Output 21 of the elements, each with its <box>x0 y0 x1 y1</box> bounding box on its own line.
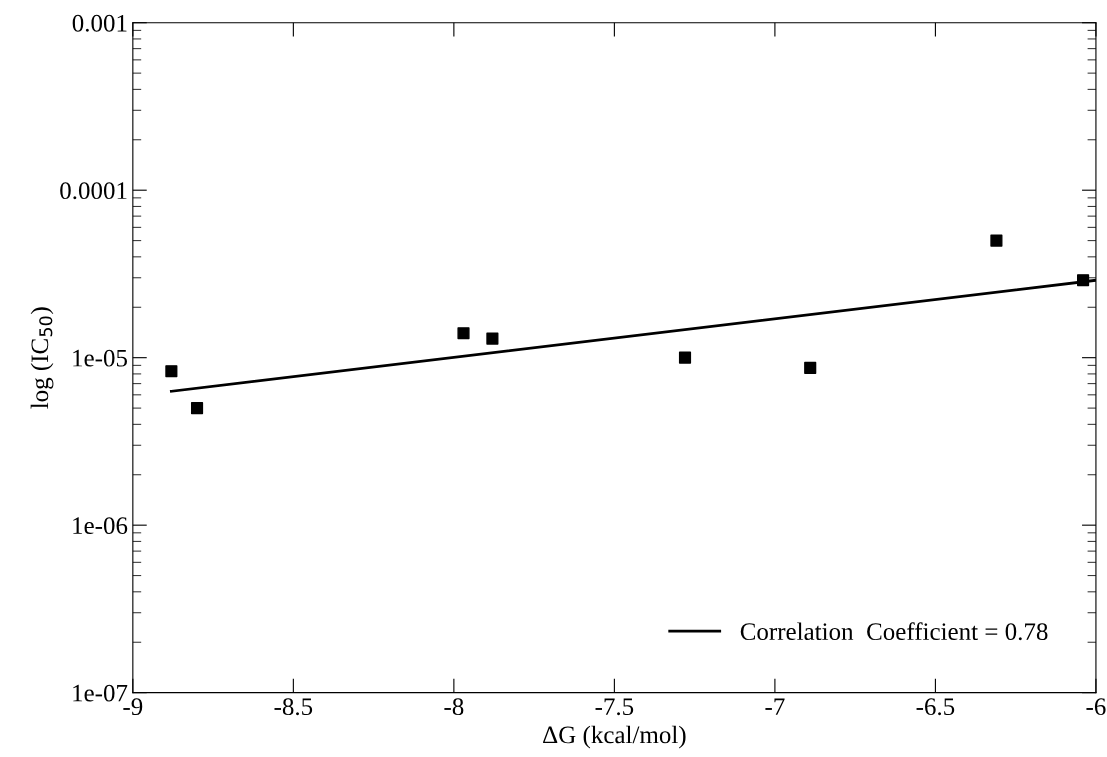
x-axis-title: ΔG (kcal/mol) <box>543 725 686 749</box>
point <box>190 402 204 415</box>
point <box>1077 274 1090 287</box>
point <box>486 332 499 345</box>
y-axis-title: log (IC$_{50}$) <box>30 307 54 409</box>
x-tick-label: -8 <box>444 698 464 716</box>
legend-label: Correlation Coefficient = 0.78 <box>740 622 1048 641</box>
y-tick-label: 0.0001 <box>60 182 127 200</box>
y-tick-label: 0.001 <box>72 14 127 32</box>
x-tick-label: -7.5 <box>595 698 634 716</box>
point <box>165 365 178 378</box>
x-tick-label: -8.5 <box>274 698 313 716</box>
x-tick-label: -6.5 <box>916 698 955 716</box>
point <box>678 351 692 364</box>
point <box>457 327 470 340</box>
y-tick-label: 1e-05 <box>73 349 127 367</box>
x-tick-label: -7 <box>765 698 785 715</box>
point <box>990 234 1003 247</box>
x-tick-label: -6 <box>1086 698 1106 716</box>
point <box>804 361 817 374</box>
y-tick-label: 1e-06 <box>73 517 128 535</box>
